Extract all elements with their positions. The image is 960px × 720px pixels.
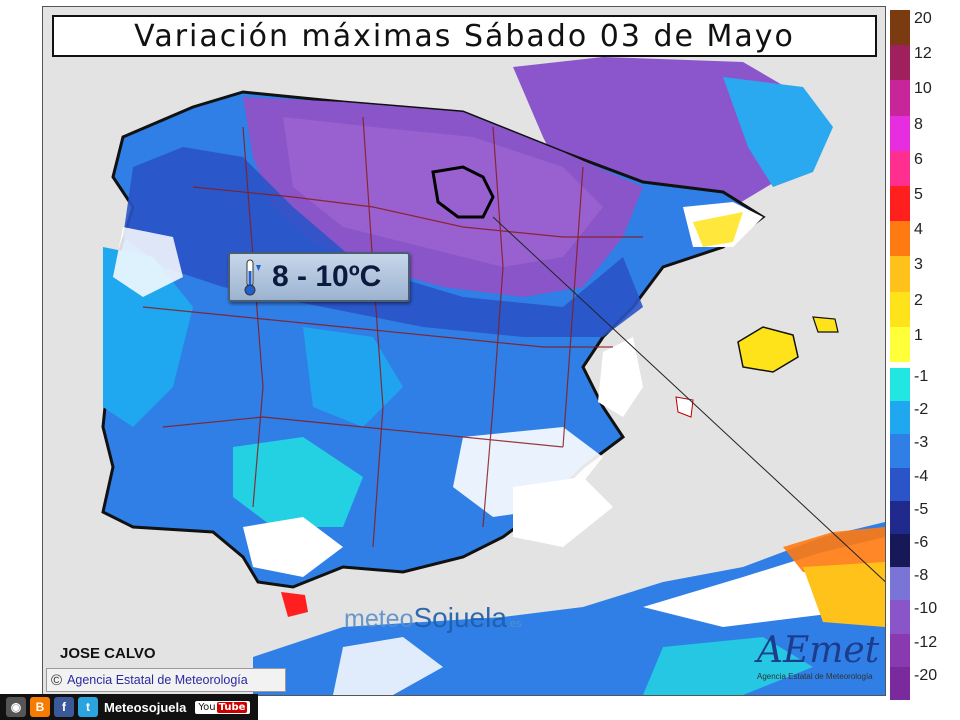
- youtube-icon[interactable]: You Tube: [195, 700, 251, 714]
- aemet-logo: AEmet Agencia Estatal de Meteorología: [745, 630, 879, 686]
- author-name: JOSE CALVO: [60, 645, 156, 662]
- legend-label: -6: [914, 534, 929, 551]
- legend-swatch: [890, 45, 910, 81]
- legend-swatch: [890, 291, 910, 327]
- legend-label: -1: [914, 368, 929, 385]
- legend-label: 2: [914, 291, 923, 309]
- watermark-part1: meteo: [344, 605, 414, 633]
- legend-label: 10: [914, 80, 932, 98]
- temperature-range-value: 8 - 10ºC: [272, 260, 382, 293]
- legend-swatch: [890, 534, 910, 568]
- aemet-credit-text: Agencia Estatal de Meteorología: [67, 673, 248, 687]
- aemet-logo-subtitle: Agencia Estatal de Meteorología: [757, 672, 873, 681]
- legend-swatch: [890, 567, 910, 601]
- legend-swatch: [890, 115, 910, 151]
- legend-label: -5: [914, 500, 929, 518]
- legend-label: 1: [914, 326, 923, 344]
- copyright-symbol: ©: [51, 671, 63, 689]
- legend-swatch: [890, 326, 910, 362]
- youtube-left: You: [198, 701, 216, 713]
- legend-swatch: [890, 633, 910, 667]
- temperature-callout: 8 - 10ºC: [228, 252, 410, 302]
- watermark-part2: Sojuela: [413, 602, 507, 633]
- legend-swatch: [890, 256, 910, 292]
- legend-label: -2: [914, 401, 929, 419]
- legend-label: -8: [914, 567, 929, 585]
- legend-swatch: [890, 467, 910, 501]
- legend-swatch: [890, 150, 910, 186]
- social-bar: ◉ B f t Meteosojuela You Tube: [0, 694, 258, 720]
- balearic-islands: [737, 326, 799, 373]
- legend-swatch: [890, 500, 910, 534]
- legend-swatch: [890, 10, 910, 46]
- legend-label: 20: [914, 10, 932, 27]
- aemet-credit: © Agencia Estatal de Meteorología: [46, 668, 286, 692]
- legend-label: -4: [914, 467, 929, 485]
- legend-swatch: [890, 666, 910, 700]
- blogger-icon[interactable]: B: [30, 697, 50, 717]
- legend-swatch: [890, 434, 910, 468]
- map-frame: [42, 6, 886, 696]
- legend-label: -12: [914, 633, 938, 651]
- youtube-right: Tube: [216, 701, 248, 713]
- color-legend: 20 12 10 8 6 5 4 3 2 1 -1 -2 -3 -4 -5 -6 -8 -10 -12 -20: [888, 10, 960, 700]
- legend-label: 4: [914, 221, 923, 239]
- aemet-logo-word: AEmet: [757, 630, 880, 671]
- temperature-map: [43, 7, 885, 695]
- twitter-icon[interactable]: t: [78, 697, 98, 717]
- legend-label: -10: [914, 600, 938, 618]
- legend-label: 8: [914, 115, 923, 133]
- instagram-icon[interactable]: ◉: [6, 697, 26, 717]
- legend-label: 3: [914, 256, 923, 274]
- facebook-icon[interactable]: f: [54, 697, 74, 717]
- legend-swatch: [890, 401, 910, 435]
- legend-label: -20: [914, 666, 938, 684]
- social-handle[interactable]: Meteosojuela: [104, 699, 187, 715]
- legend-swatch: [890, 186, 910, 222]
- legend-label: 5: [914, 186, 923, 203]
- la-rioja-outline: [431, 165, 495, 219]
- watermark-suffix: .es: [506, 618, 522, 630]
- thermometer-down-icon: [244, 259, 261, 296]
- map-title: Variación máximas Sábado 03 de Mayo: [52, 15, 877, 57]
- legend-label: 12: [914, 45, 932, 63]
- legend-swatch: [890, 600, 910, 634]
- meteosojuela-watermark: meteoSojuela.es: [344, 602, 522, 634]
- legend-swatch: [890, 221, 910, 257]
- legend-label: -3: [914, 434, 929, 452]
- legend-swatch: [890, 368, 910, 402]
- legend-label: 6: [914, 150, 923, 168]
- legend-swatch: [890, 80, 910, 116]
